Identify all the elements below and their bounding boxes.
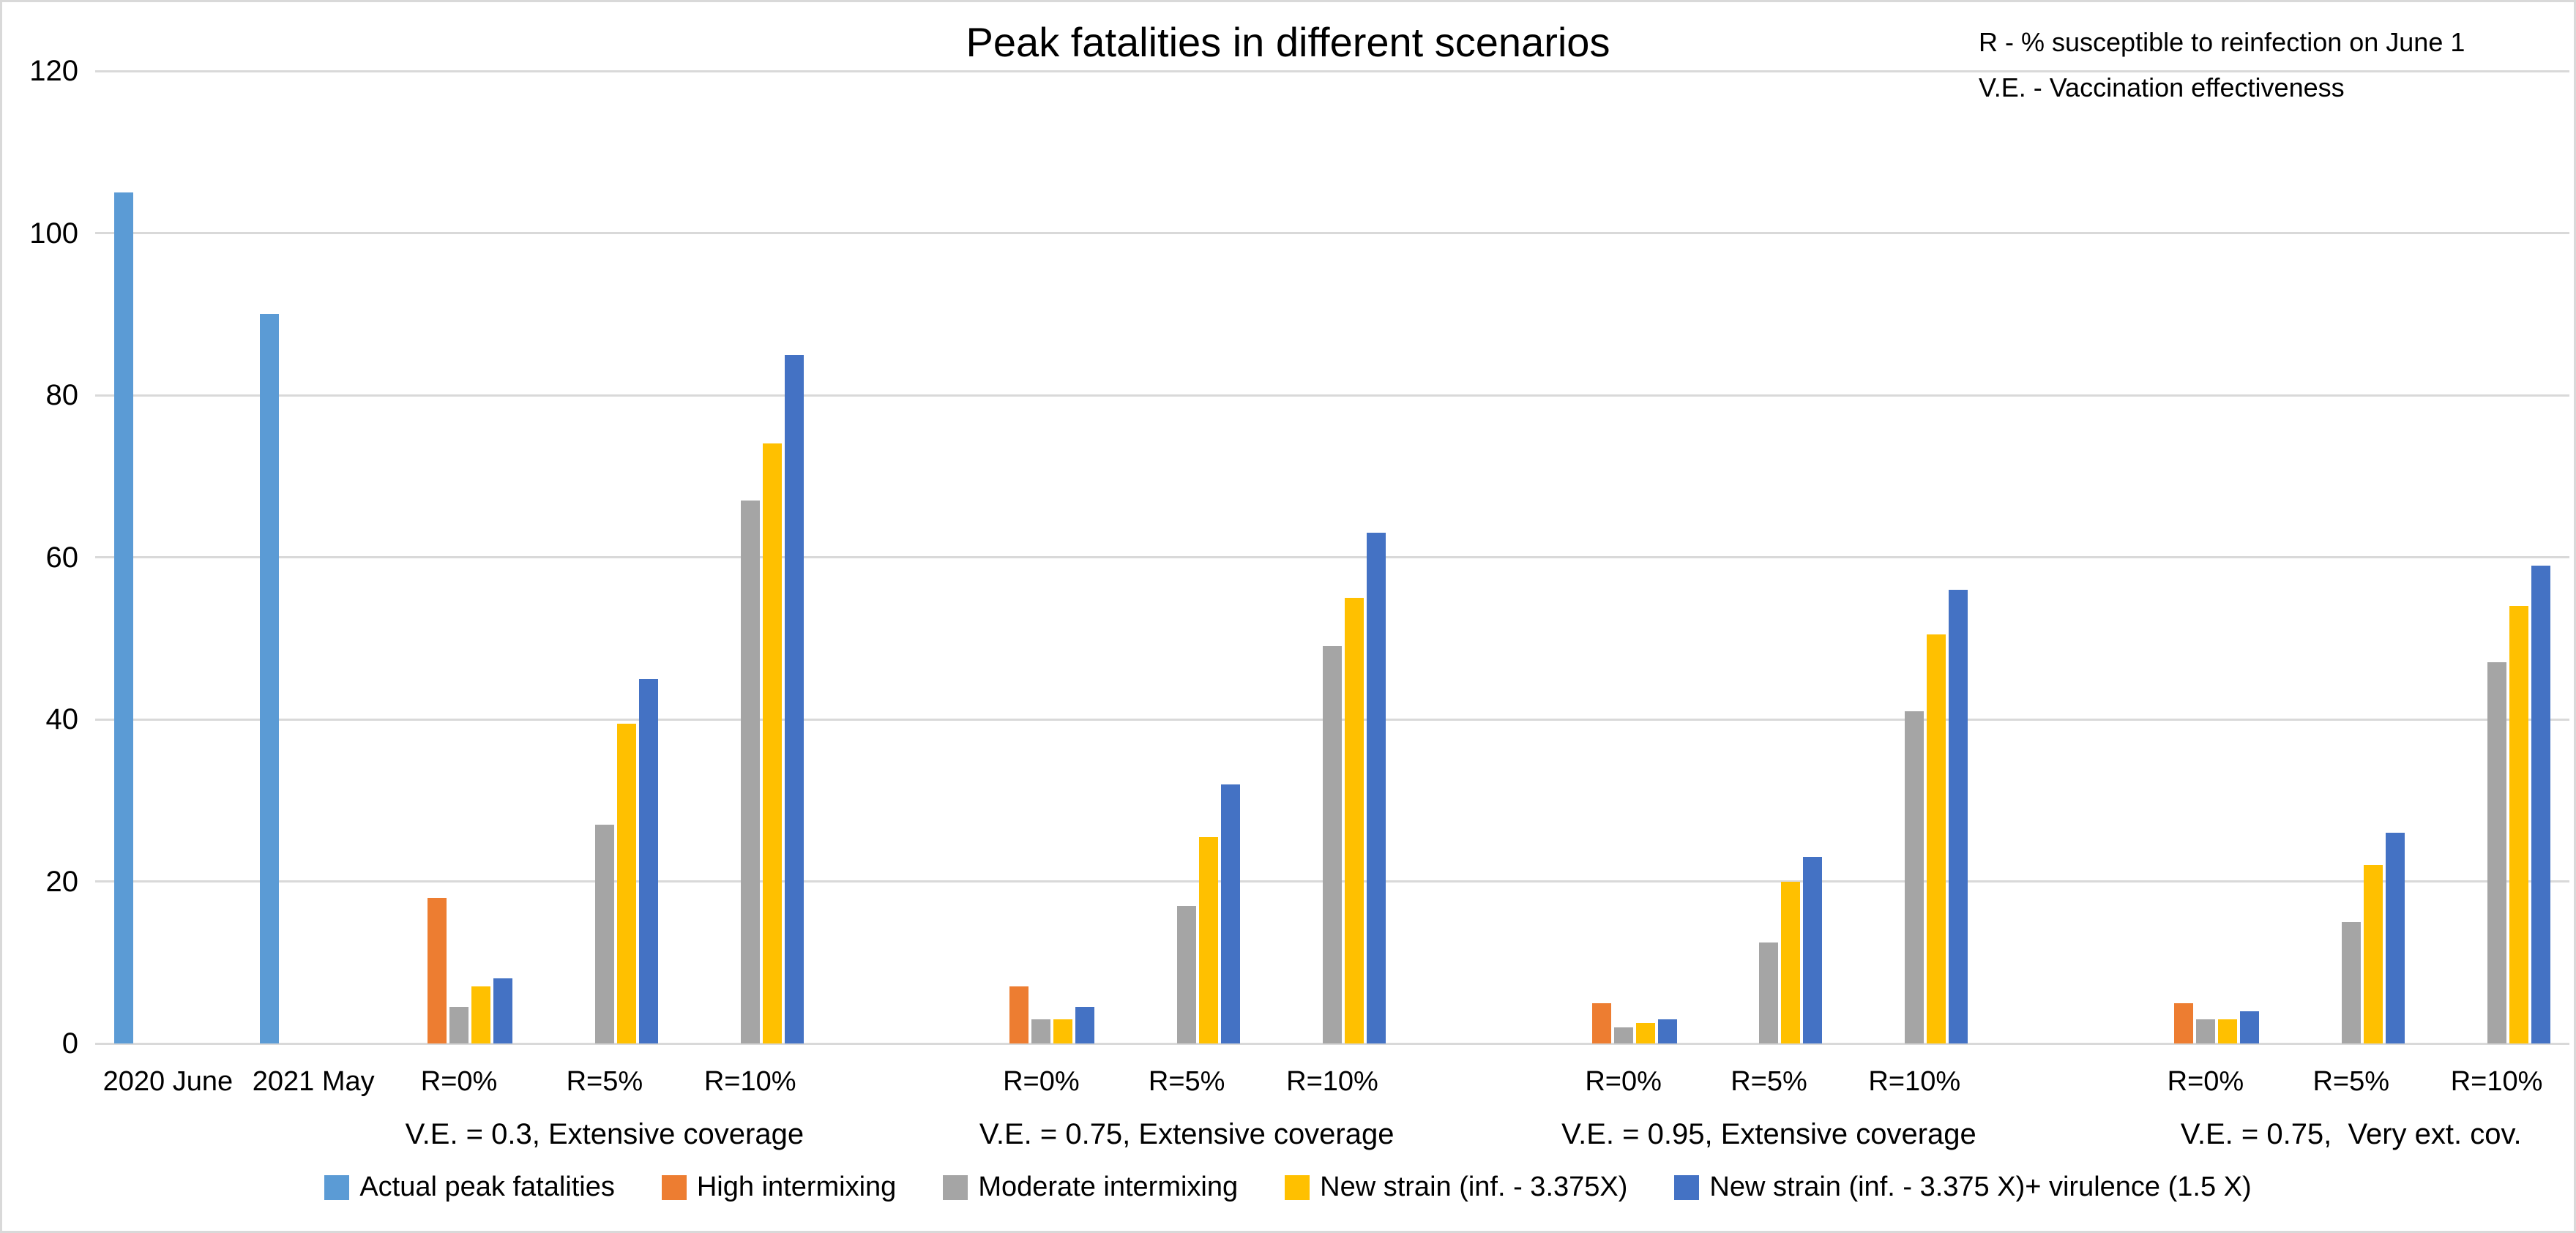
legend-label: New strain (inf. - 3.375X) xyxy=(1320,1172,1628,1202)
bar xyxy=(2487,662,2506,1043)
bar xyxy=(2217,1019,2237,1043)
bar xyxy=(1657,1019,1677,1043)
legend-swatch xyxy=(661,1174,687,1200)
y-axis-tick-label: 100 xyxy=(29,217,78,250)
bar xyxy=(1031,1019,1051,1043)
bar xyxy=(1323,646,1342,1043)
bar xyxy=(2341,921,2361,1043)
x-axis-category-label: R=10% xyxy=(1286,1066,1378,1097)
bar xyxy=(1635,1023,1655,1043)
x-axis-category-label: R=0% xyxy=(420,1066,498,1097)
gridline xyxy=(95,556,2569,558)
bar xyxy=(1927,634,1946,1043)
bar xyxy=(1759,942,1779,1043)
bar xyxy=(784,354,804,1043)
bar xyxy=(2195,1019,2215,1043)
x-axis-group-label: V.E. = 0.95, Extensive coverage xyxy=(1561,1118,1976,1150)
bar xyxy=(594,824,614,1043)
y-axis-tick-label: 60 xyxy=(45,541,79,574)
bar xyxy=(2173,1002,2193,1043)
bar xyxy=(1075,1007,1095,1043)
legend-note: R - % susceptible to reinfection on June… xyxy=(1979,20,2465,110)
legend-item: New strain (inf. - 3.375 X)+ virulence (… xyxy=(1674,1172,2252,1203)
bar xyxy=(1905,711,1924,1043)
bar xyxy=(1803,857,1823,1043)
legend-label: Moderate intermixing xyxy=(978,1172,1239,1202)
bar xyxy=(449,1007,469,1043)
bar xyxy=(1367,533,1386,1043)
bar xyxy=(616,723,636,1043)
legend-swatch xyxy=(1674,1174,1700,1200)
legend-swatch xyxy=(1285,1174,1310,1200)
bar xyxy=(428,897,447,1043)
x-axis-category-label: R=10% xyxy=(2450,1066,2543,1097)
note-line-reinfection: R - % susceptible to reinfection on June… xyxy=(1979,27,2465,57)
legend-item: Moderate intermixing xyxy=(943,1172,1238,1203)
legend-swatch xyxy=(324,1174,350,1200)
x-axis-category-label: R=5% xyxy=(2312,1066,2390,1097)
bar xyxy=(2531,565,2550,1043)
bar xyxy=(1009,986,1029,1043)
x-axis-category-label: R=5% xyxy=(566,1066,643,1097)
legend-item: High intermixing xyxy=(661,1172,897,1203)
legend-label: New strain (inf. - 3.375 X)+ virulence (… xyxy=(1709,1172,2252,1202)
bar xyxy=(762,443,782,1043)
y-axis-tick-label: 20 xyxy=(45,865,79,898)
bar xyxy=(471,986,491,1043)
bar xyxy=(1199,836,1219,1043)
chart-title: Peak fatalities in different scenarios xyxy=(966,19,1610,65)
x-axis-category-label: R=10% xyxy=(1868,1066,1961,1097)
legend-item: New strain (inf. - 3.375X) xyxy=(1285,1172,1627,1203)
bar xyxy=(1613,1027,1633,1043)
y-axis-tick-label: 0 xyxy=(61,1027,78,1060)
bar xyxy=(1591,1002,1611,1043)
legend-item: Actual peak fatalities xyxy=(324,1172,615,1203)
bar xyxy=(1221,784,1241,1043)
x-axis-category-label: R=0% xyxy=(2167,1066,2244,1097)
gridline xyxy=(95,394,2569,397)
bar xyxy=(740,500,760,1043)
bar xyxy=(1177,905,1197,1043)
y-axis-tick-label: 40 xyxy=(45,703,79,735)
bar xyxy=(1781,881,1801,1043)
bar xyxy=(2363,865,2383,1043)
bar xyxy=(1949,589,1968,1043)
x-axis-category-label: 2020 June xyxy=(102,1066,234,1097)
bar xyxy=(2239,1011,2259,1043)
bar xyxy=(260,314,280,1043)
note-line-vaccination: V.E. - Vaccination effectiveness xyxy=(1979,72,2345,102)
legend-label: High intermixing xyxy=(696,1172,897,1202)
x-axis-category-label: R=10% xyxy=(703,1066,796,1097)
bar xyxy=(114,192,134,1043)
legend-label: Actual peak fatalities xyxy=(359,1172,615,1202)
gridline xyxy=(95,1042,2569,1045)
x-axis-group-label: V.E. = 0.75, Very ext. cov. xyxy=(2180,1118,2522,1150)
bar xyxy=(2385,833,2405,1043)
legend: Actual peak fatalities High intermixing Mo… xyxy=(2,1172,2574,1203)
bar xyxy=(2509,605,2528,1043)
bar xyxy=(1053,1019,1073,1043)
x-axis-category-label: R=0% xyxy=(1585,1066,1662,1097)
y-axis-tick-label: 120 xyxy=(29,55,78,87)
legend-swatch xyxy=(943,1174,968,1200)
x-axis-group-label: V.E. = 0.3, Extensive coverage xyxy=(405,1118,804,1150)
bar xyxy=(638,678,658,1043)
x-axis-category-label: 2021 May xyxy=(252,1066,375,1097)
x-axis-group-label: V.E. = 0.75, Extensive coverage xyxy=(979,1118,1395,1150)
bar xyxy=(493,978,513,1043)
x-axis-category-label: R=0% xyxy=(1003,1066,1080,1097)
x-axis-category-label: R=5% xyxy=(1731,1066,1807,1097)
gridline xyxy=(95,70,2569,72)
gridline xyxy=(95,232,2569,234)
y-axis-tick-label: 80 xyxy=(45,379,79,411)
bar xyxy=(1345,597,1364,1043)
x-axis-category-label: R=5% xyxy=(1148,1066,1225,1097)
